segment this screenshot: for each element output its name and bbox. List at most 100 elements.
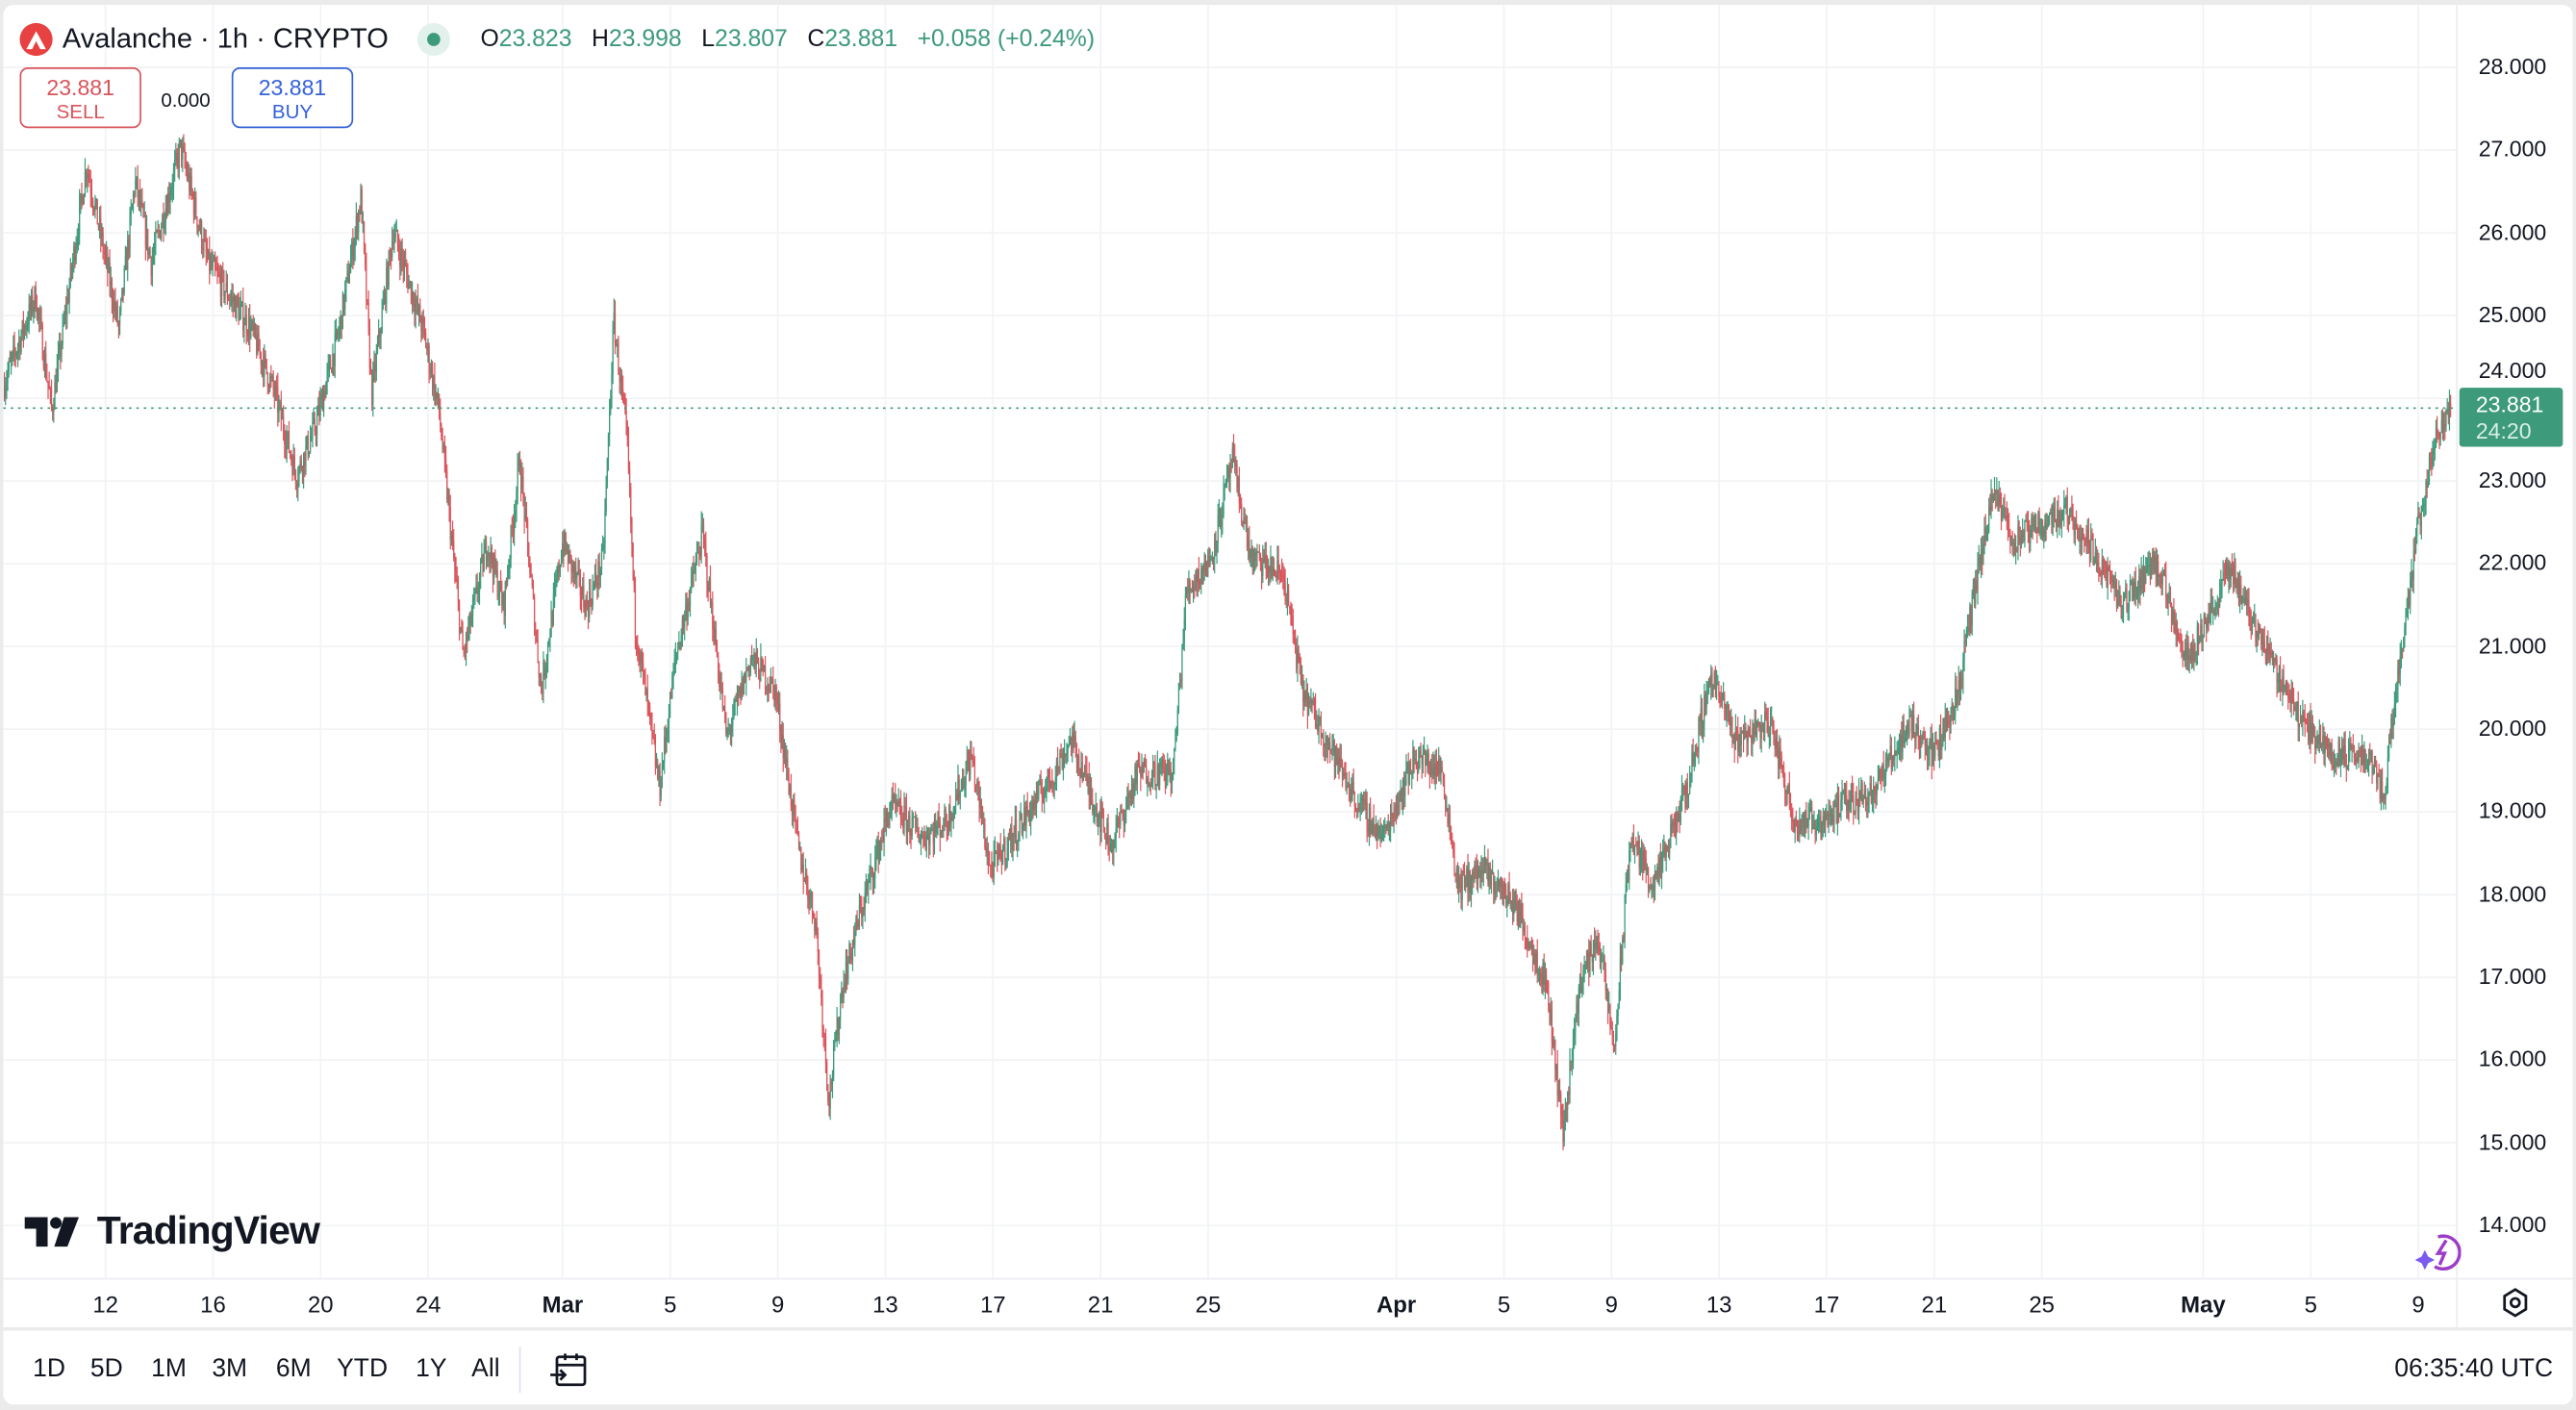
candle	[1758, 721, 1760, 727]
candle	[2210, 600, 2211, 614]
candle	[1963, 642, 1965, 662]
utc-clock[interactable]: 06:35:40 UTC	[2394, 1355, 2554, 1384]
candle	[1060, 753, 1062, 756]
candle	[1671, 823, 1673, 828]
candle	[756, 651, 759, 662]
candle	[1802, 814, 1804, 823]
candle	[2287, 693, 2289, 698]
candle	[108, 262, 110, 273]
range-button-all[interactable]: All	[471, 1355, 500, 1384]
candle	[1157, 764, 1160, 786]
candle	[1249, 540, 1250, 559]
candle	[2037, 513, 2039, 534]
candle	[1339, 757, 1341, 768]
candle	[1803, 814, 1806, 831]
candle	[595, 572, 597, 583]
candle	[2099, 573, 2101, 575]
tradingview-logo[interactable]: TradingView	[24, 1209, 320, 1255]
candle	[2044, 522, 2046, 530]
price-chart[interactable]	[3, 5, 2573, 1327]
settings-gear-icon[interactable]	[2500, 1288, 2530, 1325]
candle	[1679, 813, 1680, 821]
candle	[997, 853, 998, 861]
assistant-spark-icon[interactable]	[2414, 1230, 2462, 1281]
candle	[2380, 781, 2383, 799]
candle	[2183, 655, 2185, 657]
candle	[1148, 780, 1149, 787]
candle	[1051, 781, 1053, 783]
candle	[1588, 951, 1590, 972]
candle	[795, 807, 796, 821]
candle	[1829, 814, 1831, 817]
candle	[1986, 531, 1989, 535]
candle	[736, 694, 739, 701]
candle	[2295, 709, 2297, 711]
candle	[1880, 769, 1881, 779]
candle	[1697, 746, 1699, 752]
candle	[1439, 758, 1441, 774]
candle	[1524, 926, 1526, 938]
candle	[1537, 973, 1539, 976]
candle	[684, 615, 686, 628]
candle	[1380, 835, 1382, 843]
candle	[212, 261, 214, 268]
candle	[679, 642, 681, 646]
candle	[677, 649, 679, 653]
candle	[1496, 891, 1498, 893]
symbol-title[interactable]: Avalanche · 1h · CRYPTO	[62, 22, 389, 55]
range-button-1y[interactable]: 1Y	[416, 1355, 447, 1384]
candle	[1571, 1061, 1573, 1063]
candle	[926, 834, 929, 836]
candle	[1788, 784, 1790, 803]
candle	[639, 658, 641, 664]
candle	[1461, 870, 1463, 900]
range-button-ytd[interactable]: YTD	[337, 1355, 389, 1384]
candle	[2114, 581, 2116, 591]
range-button-1d[interactable]: 1D	[33, 1355, 66, 1384]
candle	[2042, 528, 2044, 537]
range-button-3m[interactable]: 3M	[212, 1355, 248, 1384]
candle	[1666, 845, 1668, 849]
candle	[2156, 561, 2159, 575]
market-open-dot-icon[interactable]	[417, 22, 451, 57]
candle	[86, 171, 88, 178]
range-button-1m[interactable]: 1M	[151, 1355, 187, 1384]
candle	[2093, 558, 2095, 566]
candle	[1406, 763, 1408, 769]
candle	[1325, 743, 1326, 747]
candle	[2207, 617, 2209, 629]
candle	[1044, 794, 1046, 803]
candle	[2353, 747, 2356, 759]
candle	[1136, 764, 1138, 785]
candle	[2450, 403, 2452, 409]
candle	[1024, 807, 1026, 826]
candle	[2159, 575, 2161, 584]
candle	[188, 173, 189, 178]
candle	[52, 407, 54, 413]
candle	[353, 246, 355, 261]
candle	[1861, 782, 1863, 804]
candle	[991, 865, 993, 869]
go-to-date-calendar-icon[interactable]	[548, 1352, 588, 1397]
candle	[1270, 557, 1272, 573]
buy-button[interactable]: 23.881 BUY	[231, 67, 354, 129]
candle	[150, 257, 152, 276]
candle	[287, 431, 289, 439]
candle	[361, 189, 363, 224]
candle	[1530, 944, 1532, 947]
sell-button[interactable]: 23.881 SELL	[19, 67, 141, 129]
candle	[1907, 723, 1909, 735]
candle	[1604, 960, 1605, 969]
range-button-6m[interactable]: 6M	[275, 1355, 312, 1384]
candle	[784, 748, 787, 767]
candle	[1431, 768, 1433, 775]
candle	[1789, 802, 1792, 811]
range-button-5d[interactable]: 5D	[89, 1355, 123, 1384]
candle	[1895, 750, 1897, 756]
candle	[2263, 641, 2265, 652]
candle	[2250, 624, 2252, 632]
candle	[2446, 409, 2448, 412]
candle	[1507, 885, 1509, 901]
candle	[326, 370, 328, 383]
candle	[899, 802, 902, 819]
